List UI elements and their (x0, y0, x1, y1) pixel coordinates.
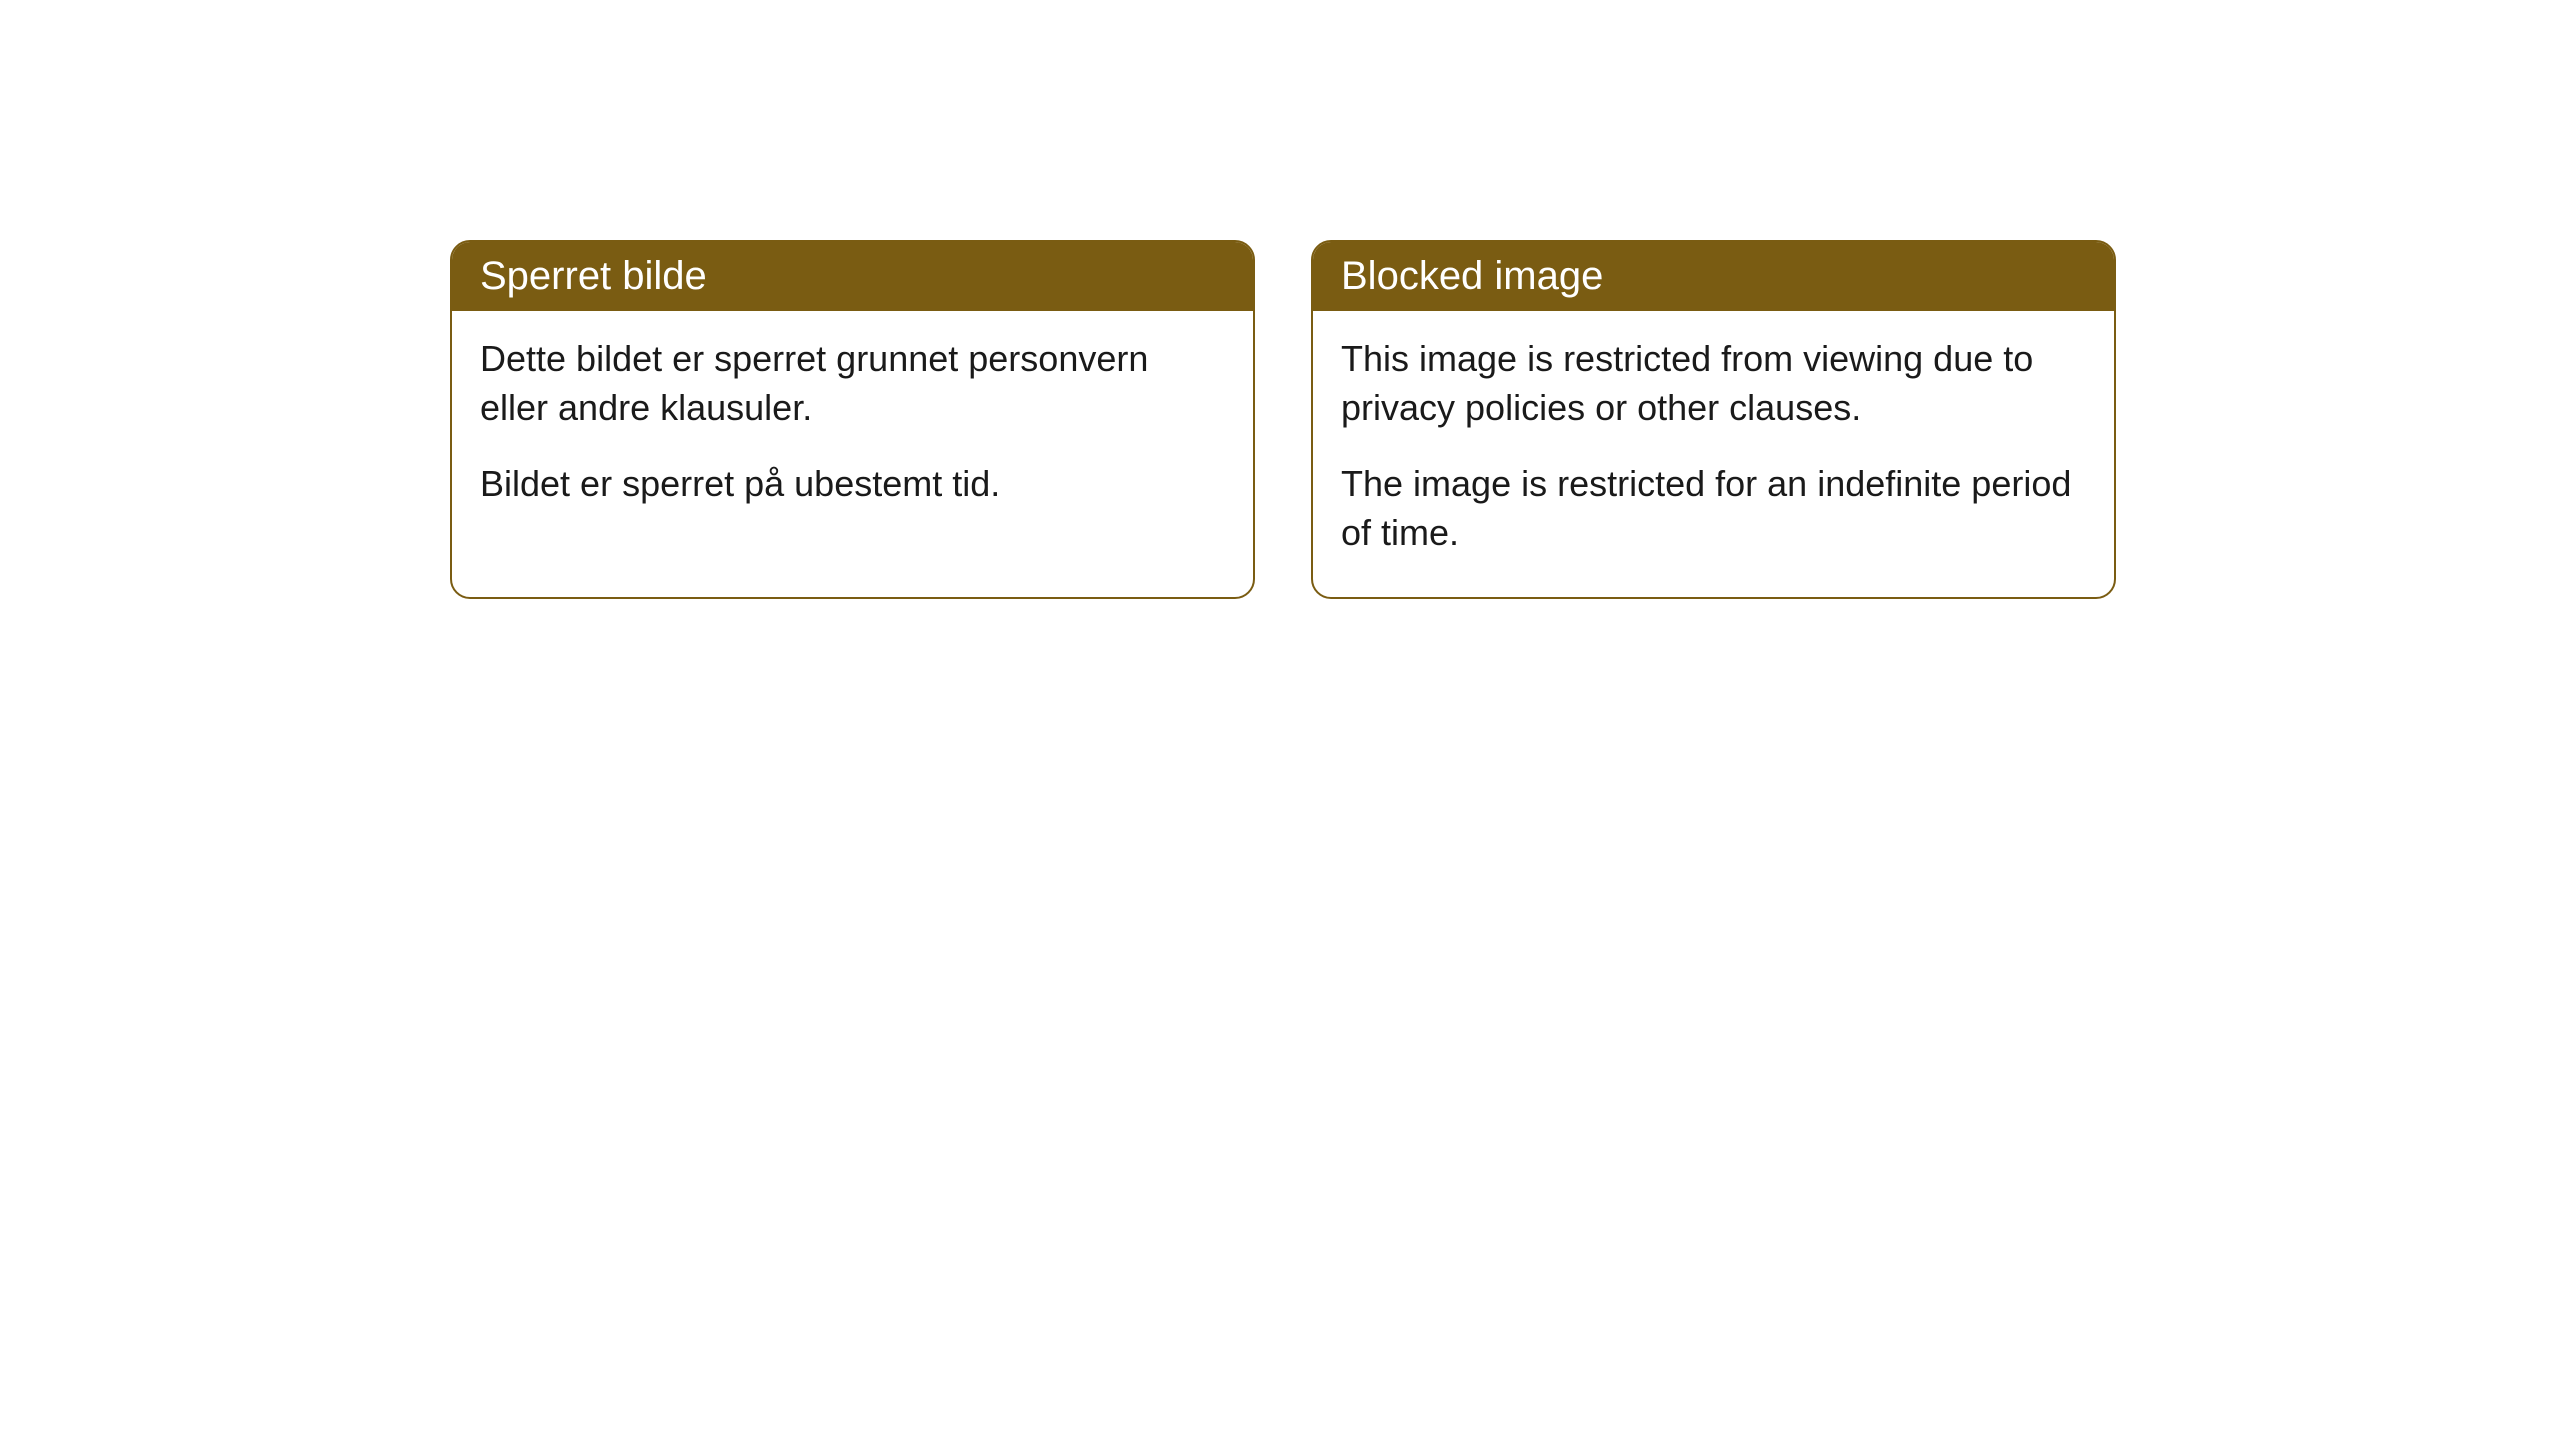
card-body-english: This image is restricted from viewing du… (1313, 311, 2114, 597)
card-title: Blocked image (1341, 254, 1603, 298)
card-paragraph: The image is restricted for an indefinit… (1341, 460, 2086, 557)
notice-container: Sperret bilde Dette bildet er sperret gr… (450, 240, 2116, 599)
card-body-norwegian: Dette bildet er sperret grunnet personve… (452, 311, 1253, 549)
card-header-english: Blocked image (1313, 242, 2114, 311)
card-paragraph: This image is restricted from viewing du… (1341, 335, 2086, 432)
card-paragraph: Bildet er sperret på ubestemt tid. (480, 460, 1225, 509)
card-title: Sperret bilde (480, 254, 707, 298)
card-header-norwegian: Sperret bilde (452, 242, 1253, 311)
blocked-image-card-english: Blocked image This image is restricted f… (1311, 240, 2116, 599)
blocked-image-card-norwegian: Sperret bilde Dette bildet er sperret gr… (450, 240, 1255, 599)
card-paragraph: Dette bildet er sperret grunnet personve… (480, 335, 1225, 432)
